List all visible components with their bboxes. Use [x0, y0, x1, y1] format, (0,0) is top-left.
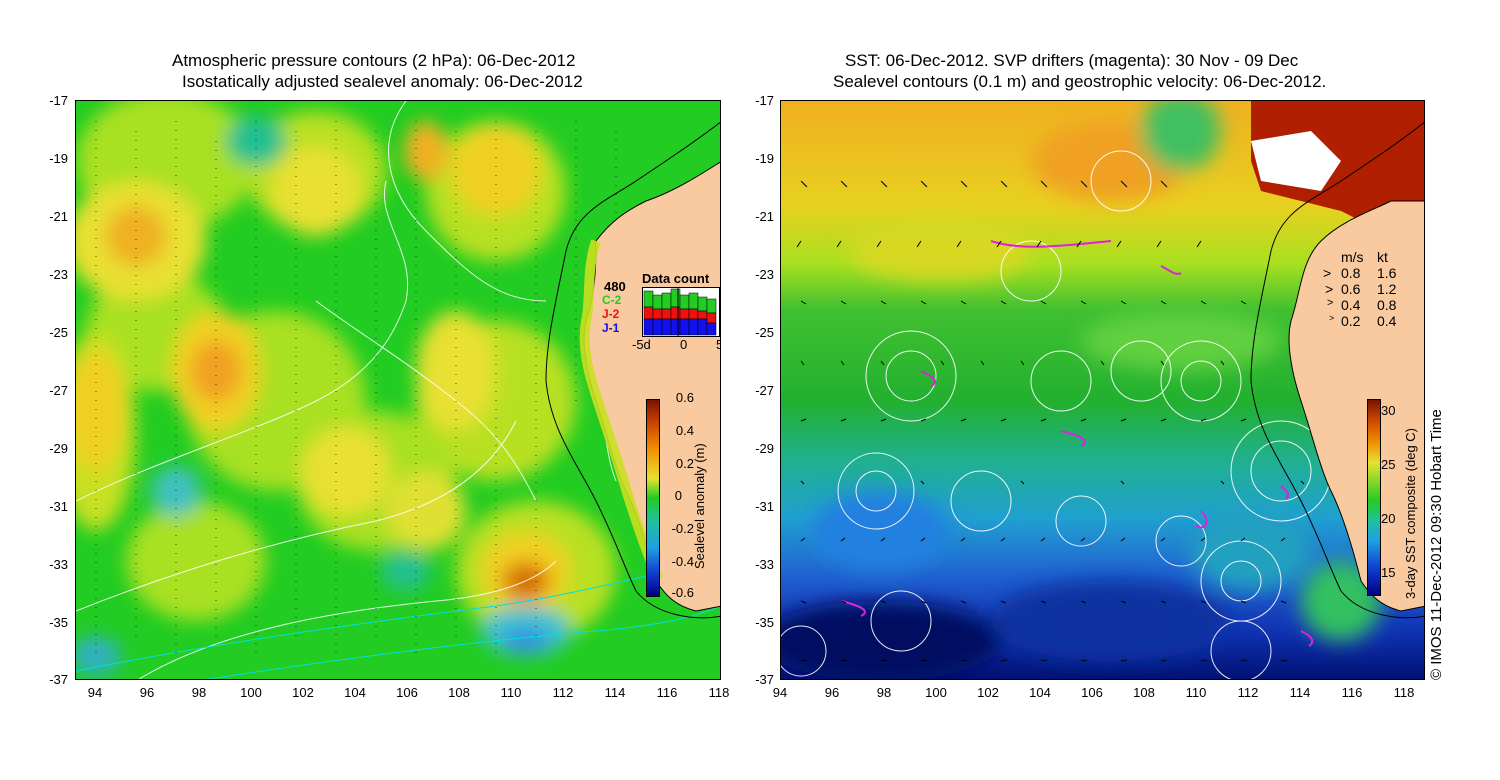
velocity-ms-3: 0.2: [1341, 313, 1361, 329]
legend-j2: J-2: [602, 307, 620, 321]
left-xtick: 108: [448, 685, 470, 700]
velocity-kt-3: 0.4: [1377, 313, 1397, 329]
right-ytick: -33: [755, 557, 774, 572]
sealevel-cbar-tick-0.6: 0.6: [675, 390, 694, 405]
left-ytick: -17: [49, 93, 68, 108]
left-xtick: 118: [708, 685, 730, 700]
sealevel-cbar-tick-0: 0: [674, 488, 682, 503]
right-ytick: -23: [755, 267, 774, 282]
velocity-legend-header-kt: kt: [1377, 249, 1388, 265]
right-xtick: 96: [824, 685, 840, 700]
sst-colorbar-label: 3-day SST composite (deg C): [1403, 428, 1418, 599]
sealevel-colorbar-label: Sealevel anomaly (m): [692, 443, 707, 569]
left-ytick: -27: [49, 383, 68, 398]
sealevel-cbar-tick-neg0.4: -0.4: [671, 554, 694, 569]
left-xtick: 98: [191, 685, 207, 700]
land-mass: [1288, 200, 1424, 612]
right-sst-map: m/s kt > 0.8 1.6 > 0.6 1.2 > 0.4 0.8 > 0…: [780, 100, 1425, 680]
right-xtick: 118: [1393, 685, 1415, 700]
left-xtick: 112: [552, 685, 574, 700]
data-count-xtick-0: 0: [680, 337, 688, 352]
left-ytick: -31: [49, 499, 68, 514]
arrow-icon: >: [1323, 265, 1332, 281]
left-xtick: 96: [139, 685, 155, 700]
right-xtick: 100: [925, 685, 947, 700]
data-count-xtick-neg5: -5d: [632, 337, 651, 352]
right-ytick: -31: [755, 499, 774, 514]
legend-c2: C-2: [602, 293, 622, 307]
left-ytick: -19: [49, 151, 68, 166]
sealevel-cbar-tick-0.2: 0.2: [675, 456, 694, 471]
left-xtick: 102: [292, 685, 314, 700]
data-count-max: 480: [604, 279, 626, 294]
imos-credit: © IMOS 11-Dec-2012 09:30 Hobart Time: [1428, 409, 1445, 680]
right-xtick: 102: [977, 685, 999, 700]
right-ytick: -27: [755, 383, 774, 398]
right-xtick: 108: [1133, 685, 1155, 700]
sst-cbar-tick-15: 15: [1381, 565, 1396, 580]
left-xtick: 116: [656, 685, 678, 700]
sealevel-cbar-tick-0.4: 0.4: [675, 423, 694, 438]
sst-colorbar: [1367, 399, 1381, 596]
left-title-line1: Atmospheric pressure contours (2 hPa): 0…: [172, 51, 576, 70]
velocity-legend: m/s kt > 0.8 1.6 > 0.6 1.2 > 0.4 0.8 > 0…: [1321, 249, 1421, 339]
sealevel-cbar-tick-neg0.2: -0.2: [671, 521, 694, 536]
data-count-xtick-5: 5: [716, 337, 720, 352]
sst-cbar-tick-20: 20: [1381, 511, 1396, 526]
left-xtick: 104: [344, 685, 366, 700]
velocity-ms-2: 0.4: [1341, 297, 1361, 313]
left-ytick: -21: [49, 209, 68, 224]
sst-cbar-tick-25: 25: [1381, 457, 1396, 472]
left-xtick: 110: [500, 685, 522, 700]
left-ytick: -37: [49, 672, 68, 687]
right-xtick: 110: [1185, 685, 1207, 700]
velocity-ms-0: 0.8: [1341, 265, 1361, 281]
velocity-kt-0: 1.6: [1377, 265, 1397, 281]
right-xtick: 98: [876, 685, 892, 700]
sealevel-cbar-tick-neg0.6: -0.6: [671, 585, 694, 600]
right-title-line2: Sealevel contours (0.1 m) and geostrophi…: [833, 72, 1327, 91]
sst-field: [781, 101, 1424, 679]
velocity-kt-2: 0.8: [1377, 297, 1397, 313]
left-sealevel-map: 480 Data count C-2 J-2 J-1 -5d 0 5 0.6 0…: [75, 100, 721, 680]
right-ytick: -37: [755, 672, 774, 687]
right-ytick: -35: [755, 615, 774, 630]
left-title-line2: Isostatically adjusted sealevel anomaly:…: [182, 72, 583, 91]
left-ytick: -23: [49, 267, 68, 282]
velocity-ms-1: 0.6: [1341, 281, 1361, 297]
legend-j1: J-1: [602, 321, 620, 335]
sst-cbar-tick-30: 30: [1381, 403, 1396, 418]
right-xtick: 106: [1081, 685, 1103, 700]
left-xtick: 106: [396, 685, 418, 700]
data-count-title: Data count: [642, 271, 710, 286]
arrow-icon: >: [1325, 281, 1334, 297]
data-count-bars: [642, 287, 720, 337]
left-xtick: 100: [240, 685, 262, 700]
arrow-icon: >: [1327, 297, 1334, 309]
right-ytick: -21: [755, 209, 774, 224]
right-xtick: 116: [1341, 685, 1363, 700]
left-ytick: -29: [49, 441, 68, 456]
right-xtick: 114: [1289, 685, 1311, 700]
velocity-kt-1: 1.2: [1377, 281, 1397, 297]
left-ytick: -25: [49, 325, 68, 340]
data-count-inset: 480 Data count C-2 J-2 J-1: [596, 269, 720, 339]
velocity-legend-header-ms: m/s: [1341, 249, 1364, 265]
right-title-line1: SST: 06-Dec-2012. SVP drifters (magenta)…: [845, 51, 1299, 70]
left-ytick: -35: [49, 615, 68, 630]
arrow-icon: >: [1329, 313, 1335, 323]
right-ytick: -19: [755, 151, 774, 166]
left-xtick: 114: [604, 685, 626, 700]
sealevel-colorbar: [646, 399, 660, 597]
right-ytick: -25: [755, 325, 774, 340]
right-ytick: -17: [755, 93, 774, 108]
right-xtick: 112: [1237, 685, 1259, 700]
right-ytick: -29: [755, 441, 774, 456]
left-ytick: -33: [49, 557, 68, 572]
sealevel-anomaly-field: [76, 101, 720, 679]
right-xtick: 94: [772, 685, 788, 700]
right-xtick: 104: [1029, 685, 1051, 700]
left-xtick: 94: [87, 685, 103, 700]
